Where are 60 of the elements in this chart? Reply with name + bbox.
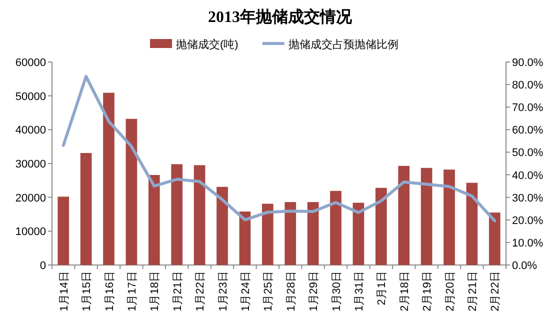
x-tick-label: 2月21日 bbox=[466, 271, 479, 312]
x-tick-label: 2月20日 bbox=[444, 271, 456, 312]
x-tick-label: 1月31日 bbox=[353, 271, 366, 312]
bar bbox=[330, 190, 342, 265]
x-tick-label: 1月18日 bbox=[149, 271, 162, 312]
x-tick-label: 1月16日 bbox=[104, 271, 116, 312]
bar bbox=[398, 166, 410, 265]
bar bbox=[420, 168, 432, 265]
y-tick-label: 10000 bbox=[15, 226, 46, 238]
bar bbox=[488, 212, 500, 265]
bar bbox=[444, 170, 455, 265]
bar bbox=[171, 164, 183, 265]
bar bbox=[216, 186, 228, 265]
bar bbox=[126, 118, 138, 265]
x-tick-label: 2月18日 bbox=[398, 271, 411, 312]
bar bbox=[375, 188, 387, 265]
y-tick-label: 30000 bbox=[15, 158, 46, 170]
x-tick-label: 1月17日 bbox=[126, 271, 138, 312]
x-tick-label: 1月21日 bbox=[172, 271, 184, 312]
y-tick-label: 40000 bbox=[15, 124, 46, 137]
x-tick-label: 1月30日 bbox=[330, 271, 343, 312]
x-tick-label: 1月28日 bbox=[285, 271, 298, 312]
x-tick-label: 1月22日 bbox=[194, 271, 207, 312]
bar bbox=[262, 204, 274, 265]
x-tick-label: 2月22日 bbox=[490, 271, 502, 312]
bar bbox=[466, 182, 478, 265]
y2-tick-label: 40.0% bbox=[512, 170, 544, 182]
y2-tick-label: 90.0% bbox=[512, 57, 544, 69]
bar bbox=[80, 153, 92, 265]
y2-tick-label: 50.0% bbox=[512, 147, 544, 160]
y2-tick-label: 10.0% bbox=[512, 237, 544, 250]
bar bbox=[148, 175, 160, 265]
x-tick-label: 1月23日 bbox=[217, 271, 230, 312]
y-tick-label: 60000 bbox=[15, 57, 46, 69]
y2-tick-label: 80.0% bbox=[512, 80, 544, 92]
y-tick-label: 20000 bbox=[15, 192, 46, 204]
y-tick-label: 0 bbox=[40, 260, 46, 272]
y2-tick-label: 60.0% bbox=[512, 124, 544, 137]
bar bbox=[58, 196, 70, 265]
y2-tick-label: 0.0% bbox=[512, 260, 538, 272]
y2-tick-label: 70.0% bbox=[512, 102, 544, 114]
x-tick-label: 1月25日 bbox=[262, 271, 275, 312]
bar bbox=[194, 165, 206, 265]
x-tick-label: 1月24日 bbox=[240, 271, 252, 312]
y2-tick-label: 20.0% bbox=[512, 214, 544, 227]
bar bbox=[284, 202, 296, 265]
bar bbox=[307, 202, 319, 265]
chart-title: 2013年抛储成交情况 bbox=[208, 7, 353, 26]
x-tick-label: 2月1日 bbox=[376, 271, 388, 306]
y-tick-label: 50000 bbox=[15, 90, 46, 103]
legend-label: 抛储成交(吨) bbox=[176, 38, 238, 51]
bar bbox=[103, 92, 114, 265]
x-tick-label: 2月19日 bbox=[422, 271, 434, 312]
bar bbox=[352, 202, 364, 265]
x-tick-label: 1月29日 bbox=[308, 271, 320, 312]
bar bbox=[239, 212, 251, 265]
x-tick-label: 1月15日 bbox=[81, 271, 94, 312]
y2-tick-label: 30.0% bbox=[512, 192, 544, 204]
legend-label: 抛储成交占预抛储比例 bbox=[288, 38, 398, 51]
x-tick-label: 1月14日 bbox=[58, 271, 70, 312]
